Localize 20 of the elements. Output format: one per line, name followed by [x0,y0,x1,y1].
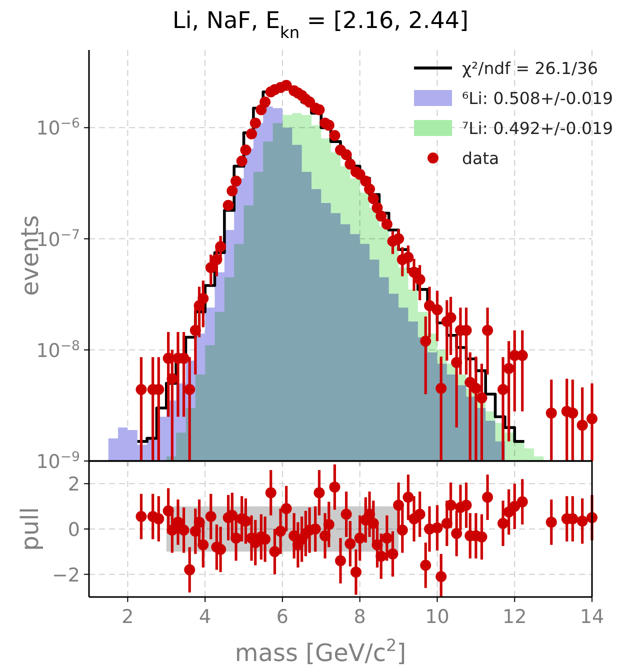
x-tick-label: 2 [122,606,134,628]
legend-label: data [462,149,500,168]
legend-label: ⁷Li: 0.492+/-0.019 [462,119,614,138]
chart-title: Li, NaF, E$_{kn}$ = [2.16, 2.44] [172,8,468,42]
x-axis-title: mass [GeV/c$^{2}$] [234,635,406,667]
y-tick-label: 10$^{−8}$ [36,338,80,362]
x-tick-label: 14 [580,606,604,628]
legend-label: χ²/ndf = 26.1/36 [462,59,598,78]
y-axis-title: pull [16,507,44,551]
y-tick-label: 0 [68,519,80,541]
x-tick-label: 8 [354,606,366,628]
y-tick-label: 10$^{−6}$ [36,116,80,140]
x-tick-label: 12 [502,606,527,628]
x-tick-label: 6 [276,606,289,628]
y-tick-label: 10$^{−9}$ [36,450,80,473]
y-tick-label: −2 [52,564,80,586]
y-tick-label: 2 [68,474,80,496]
legend-label: ⁶Li: 0.508+/-0.019 [462,89,614,108]
x-tick-label: 10 [425,606,450,628]
x-tick-label: 4 [199,606,212,628]
